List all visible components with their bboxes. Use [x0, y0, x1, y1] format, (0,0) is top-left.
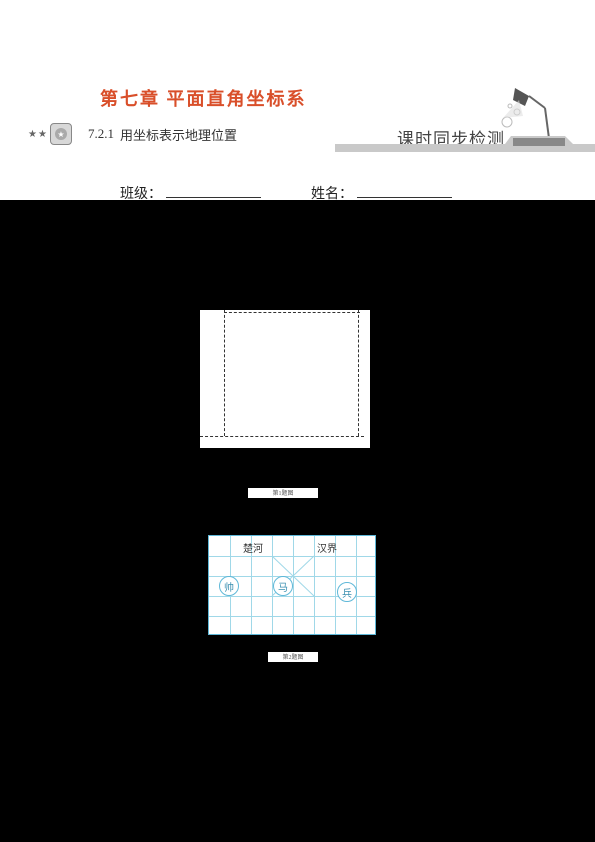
- name-input-line[interactable]: [357, 197, 452, 198]
- figure-2-chessboard: 楚河 汉界 帅 马 兵: [208, 535, 376, 635]
- banner-decor: [335, 130, 595, 156]
- section-number: 7.2.1: [88, 126, 114, 142]
- star-icon: ★: [28, 129, 37, 140]
- fig2-piece-ma: 马: [273, 576, 293, 596]
- fig2-label-hanjie: 汉界: [317, 540, 337, 555]
- fig1-top-border: [224, 312, 360, 313]
- fig2-vline: [314, 536, 315, 634]
- class-input-line[interactable]: [166, 197, 261, 198]
- figure-1-caption: 第1题图: [248, 488, 318, 498]
- fig2-hline: [209, 616, 375, 617]
- content-black-area: 第1题图 楚河 汉界 帅 马: [0, 200, 595, 842]
- fig1-left-border: [224, 310, 225, 436]
- figure-2-caption: 第2题图: [268, 652, 318, 662]
- fig2-vline: [293, 536, 294, 634]
- fig2-vline: [356, 536, 357, 634]
- fig1-right-border: [358, 310, 359, 436]
- badge-box: ★: [50, 123, 72, 145]
- header-area: 第七章 平面直角坐标系 ★ ★ ★ 7.2.1 用坐标表示地理位置 课时同步检测: [0, 0, 595, 203]
- fig2-piece-bing: 兵: [337, 582, 357, 602]
- fig1-bottom-border: [200, 436, 364, 437]
- section-title: 用坐标表示地理位置: [120, 125, 237, 144]
- badge-inner: ★: [55, 128, 67, 140]
- fig2-label-chuhe: 楚河: [243, 540, 263, 555]
- worksheet-page: 第七章 平面直角坐标系 ★ ★ ★ 7.2.1 用坐标表示地理位置 课时同步检测: [0, 0, 595, 842]
- star-icon: ★: [38, 129, 47, 140]
- fig2-piece-shuai: 帅: [219, 576, 239, 596]
- fig2-hline: [209, 556, 375, 557]
- figure-1-diagram: [200, 310, 370, 448]
- badge-star-icon: ★: [57, 130, 64, 139]
- badge-group: ★ ★ ★: [28, 123, 72, 145]
